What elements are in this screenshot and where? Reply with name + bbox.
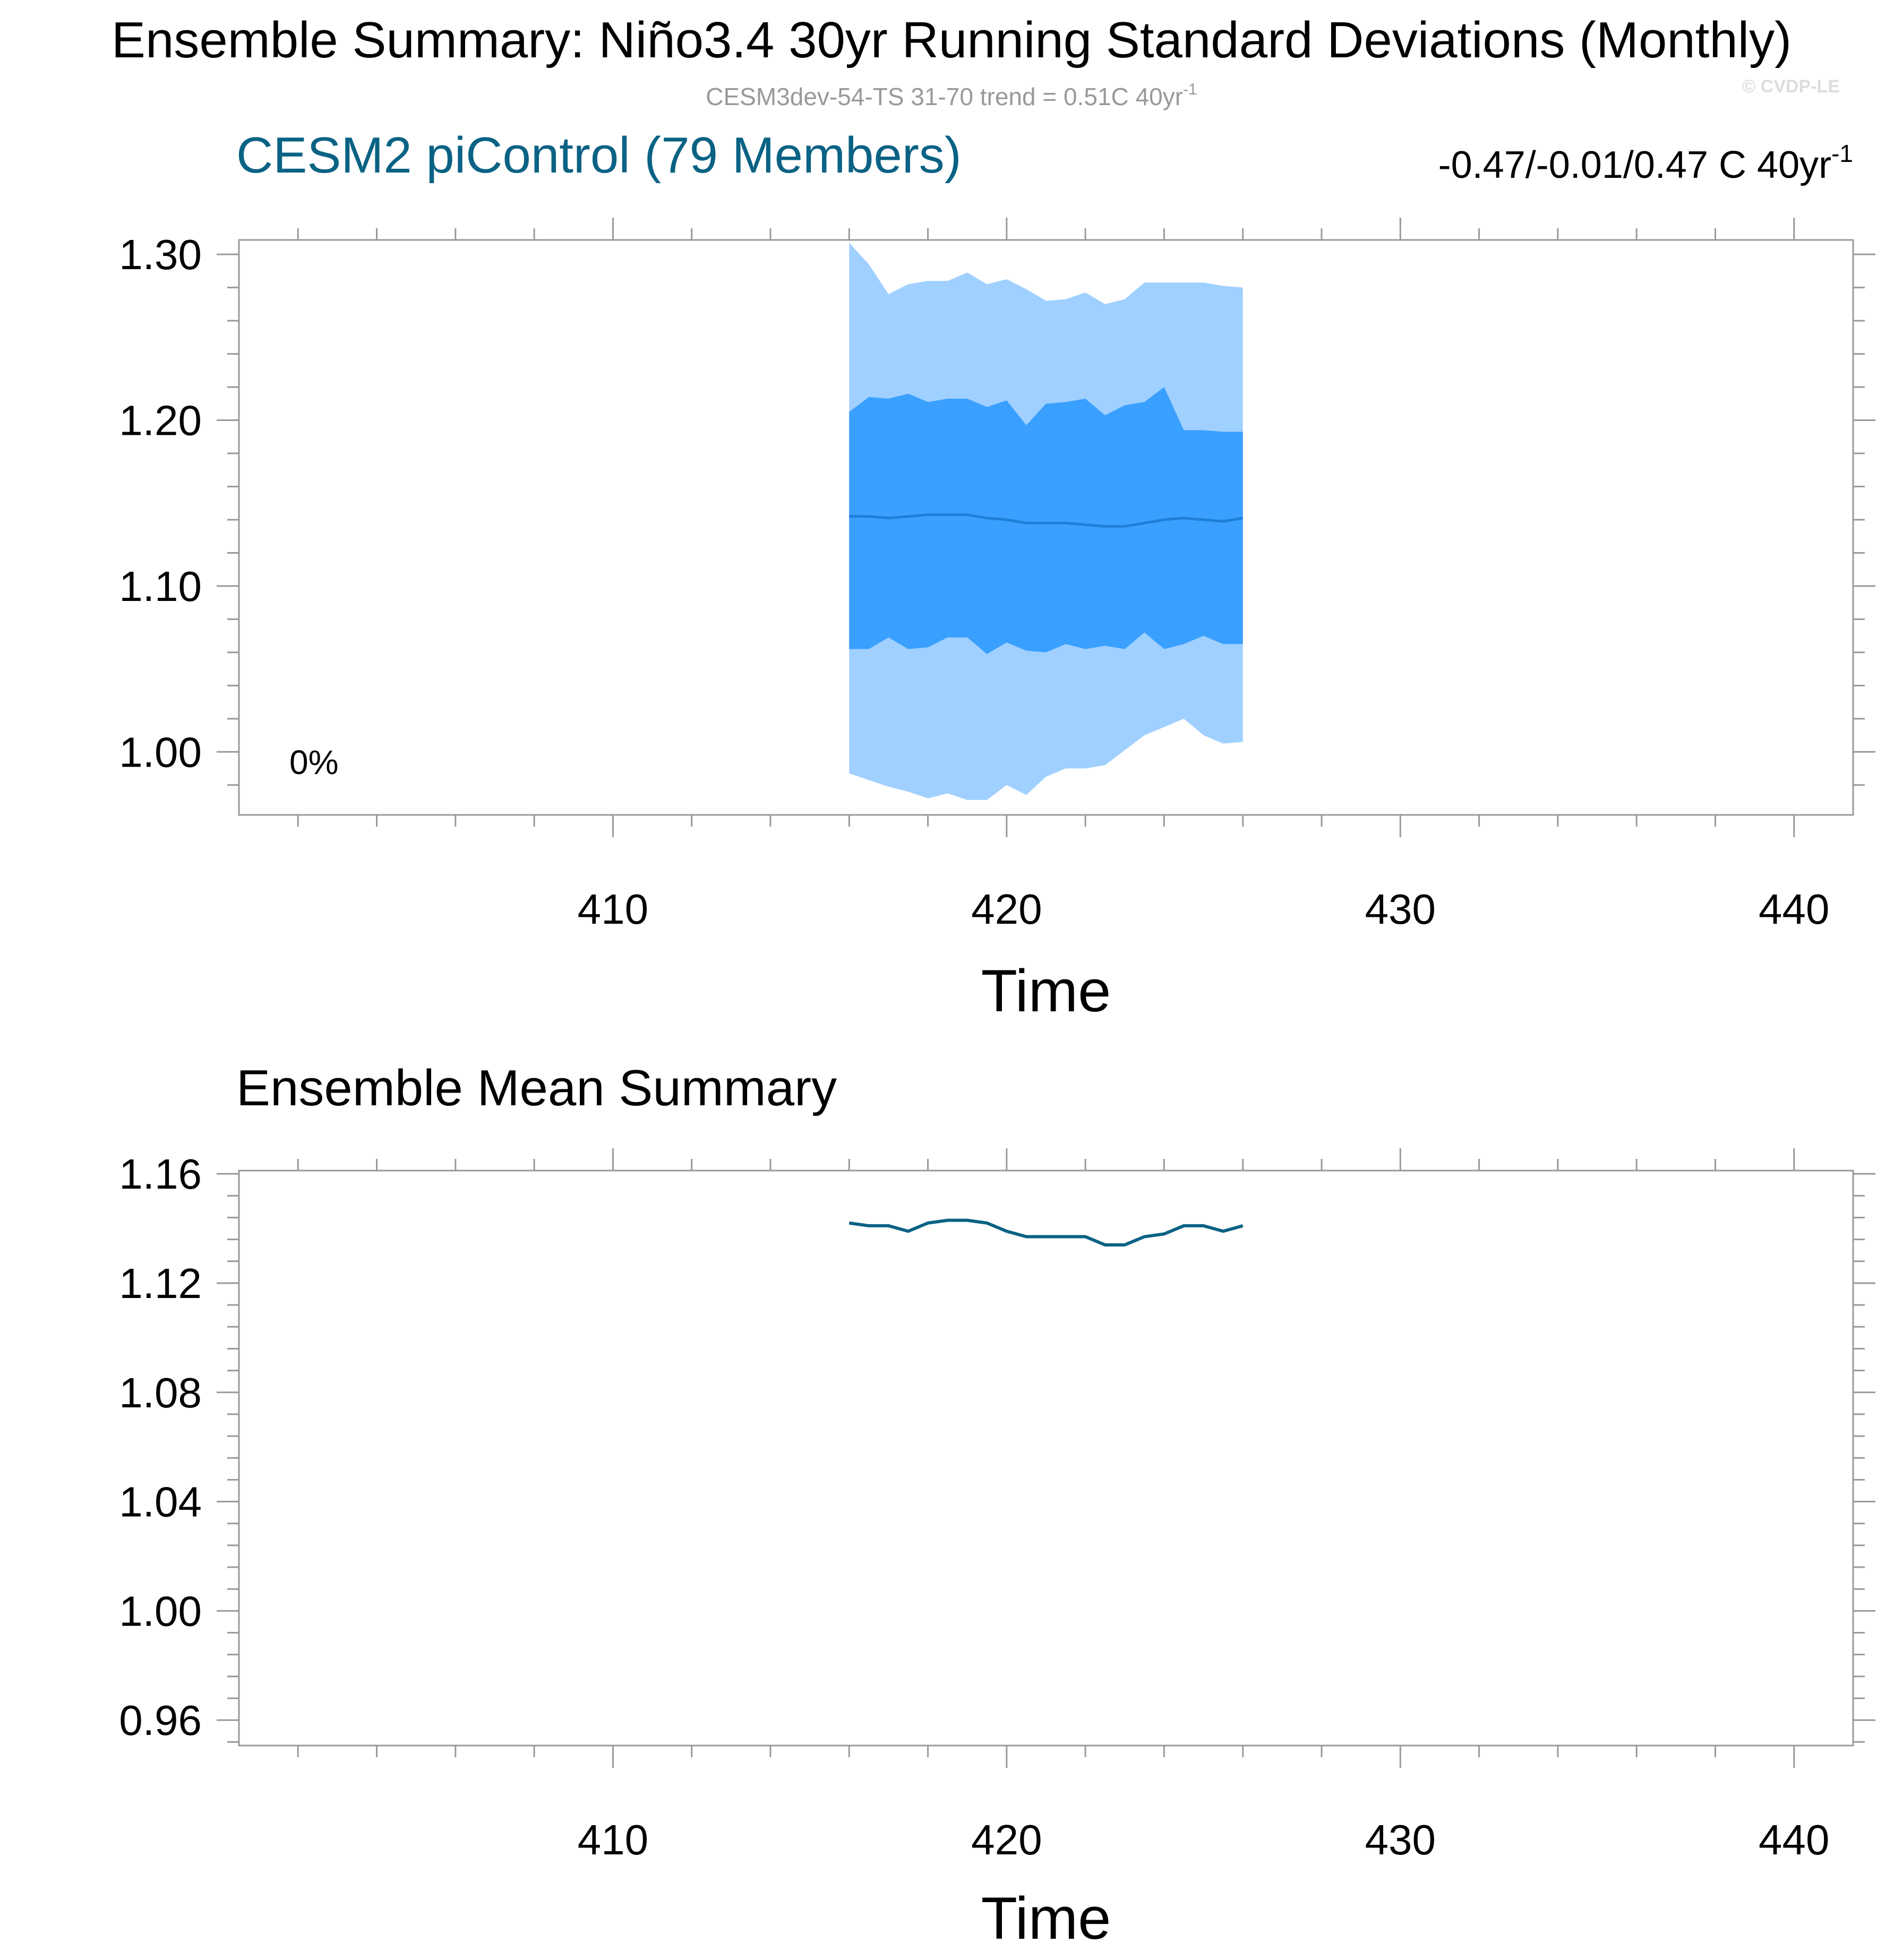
panel2-ytick-label: 1.12: [119, 1260, 202, 1307]
panel2-ytick-label: 1.00: [119, 1587, 202, 1635]
panel1-bands: [849, 243, 1244, 800]
panel2-xtick-label: 420: [971, 1816, 1042, 1863]
figure-subtitle-sup: -1: [1183, 81, 1197, 98]
panel1-xtick-label: 410: [578, 886, 648, 933]
panel2-ytick-label: 1.04: [119, 1478, 202, 1526]
panel1-ytick-label: 1.20: [119, 397, 202, 444]
inner-spread-band: [849, 387, 1243, 654]
panel1-title-right: -0.47/-0.01/0.47 C 40yr-1: [1438, 140, 1853, 186]
panel-ensemble-mean-summary: Ensemble Mean Summary 410 420 430 440 0.96 1.…: [119, 1060, 1875, 1952]
panel1-annotation: 0%: [289, 743, 339, 781]
panel2-xtick-label: 430: [1365, 1816, 1436, 1863]
panel1-xtick-label: 430: [1365, 886, 1436, 933]
panel1-axes: 410 420 430 440 1.00 1.10 1.20 1.30: [119, 218, 1875, 933]
panel1-title-right-main: -0.47/-0.01/0.47 C 40yr: [1438, 144, 1831, 186]
panel1-frame: [238, 239, 1854, 816]
panel2-xtick-label: 440: [1759, 1816, 1829, 1863]
panel1-xlabel: Time: [981, 958, 1111, 1024]
panel1-ytick-label: 1.00: [119, 728, 202, 776]
panel2-axes: 410 420 430 440 0.96 1.00 1.04 1.08 1.12 1.16: [119, 1148, 1875, 1863]
panel2-xtick-label: 410: [578, 1816, 648, 1863]
panel1-title: CESM2 piControl (79 Members): [236, 127, 962, 184]
ensemble-mean-line: [848, 1218, 1244, 1247]
copyright-watermark: © CVDP-LE: [1742, 76, 1840, 97]
figure-subtitle: CESM3dev-54-TS 31-70 trend = 0.51C 40yr-…: [706, 81, 1197, 110]
panel1-ytick-label: 1.10: [119, 563, 202, 610]
panel2-ytick-label: 1.08: [119, 1369, 202, 1416]
panel1-xtick-label: 420: [971, 886, 1042, 933]
panel1-ytick-label: 1.30: [119, 231, 202, 278]
figure-subtitle-main: CESM3dev-54-TS 31-70 trend = 0.51C 40yr: [706, 83, 1183, 110]
panel1-xtick-label: 440: [1759, 886, 1829, 933]
panel-ensemble-summary: CESM2 piControl (79 Members) -0.47/-0.01…: [119, 127, 1875, 1024]
panel2-ytick-label: 0.96: [119, 1697, 202, 1744]
panel2-xlabel: Time: [981, 1885, 1111, 1952]
panel2-title: Ensemble Mean Summary: [236, 1060, 837, 1116]
median-line: [849, 513, 1244, 528]
panel1-title-right-sup: -1: [1831, 140, 1853, 167]
figure-title: Ensemble Summary: Niño3.4 30yr Running S…: [112, 12, 1791, 68]
panel2-frame: [238, 1170, 1854, 1747]
panel2-ytick-label: 1.16: [119, 1150, 202, 1198]
panel2-lines: [848, 1218, 1244, 1247]
